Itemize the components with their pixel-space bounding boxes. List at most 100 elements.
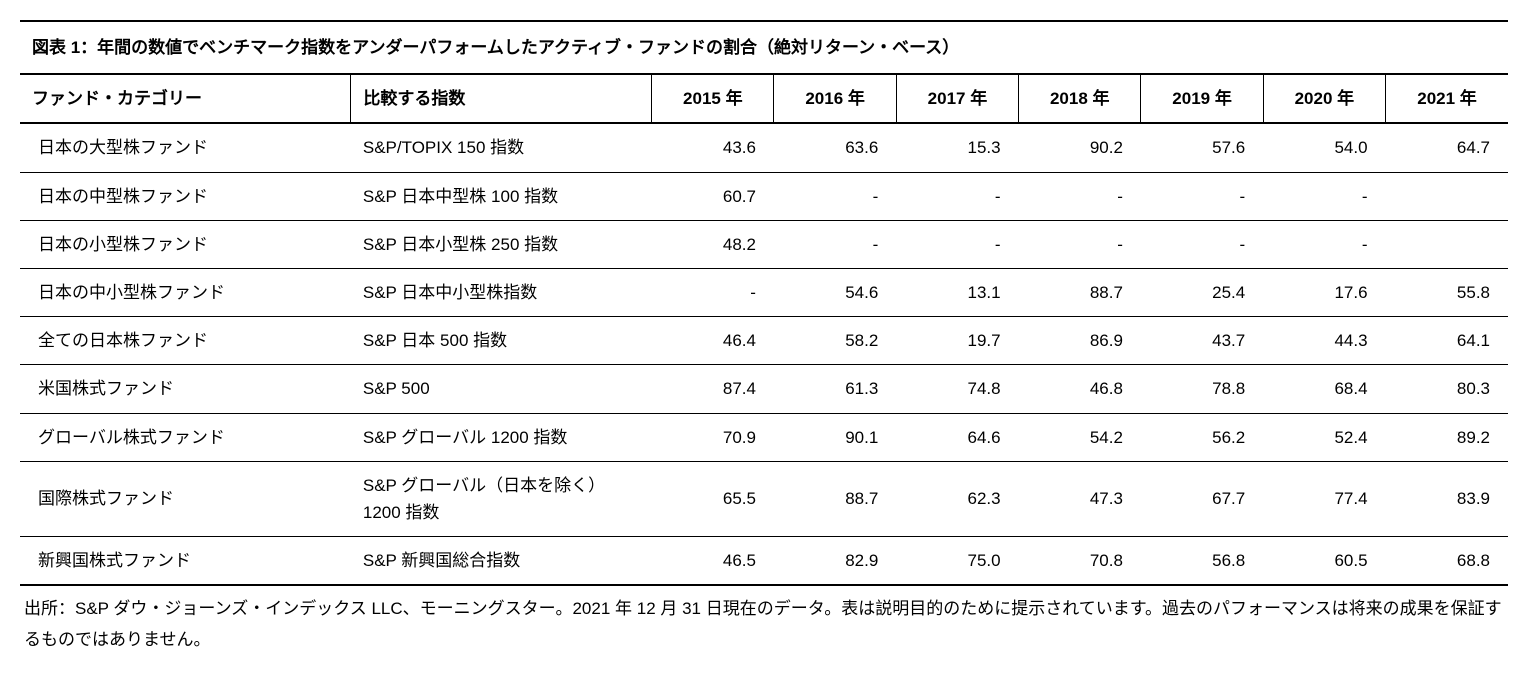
cell-value: 60.5 [1263, 537, 1385, 586]
cell-index: S&P 新興国総合指数 [351, 537, 652, 586]
cell-value: 87.4 [652, 365, 774, 413]
cell-value [1386, 220, 1508, 268]
cell-value: 67.7 [1141, 461, 1263, 536]
cell-value: 46.5 [652, 537, 774, 586]
table-row: 日本の中小型株ファンドS&P 日本中小型株指数-54.613.188.725.4… [20, 268, 1508, 316]
cell-index: S&P/TOPIX 150 指数 [351, 123, 652, 172]
cell-value: 15.3 [896, 123, 1018, 172]
cell-value: - [774, 172, 896, 220]
cell-value: 88.7 [1019, 268, 1141, 316]
cell-category: 新興国株式ファンド [20, 537, 351, 586]
cell-value: 80.3 [1386, 365, 1508, 413]
table-title: 図表 1：年間の数値でベンチマーク指数をアンダーパフォームしたアクティブ・ファン… [20, 21, 1508, 74]
col-header-year: 2015 年 [652, 74, 774, 123]
cell-index: S&P 日本 500 指数 [351, 317, 652, 365]
table-row: 新興国株式ファンドS&P 新興国総合指数46.582.975.070.856.8… [20, 537, 1508, 586]
cell-value: 57.6 [1141, 123, 1263, 172]
cell-category: 日本の小型株ファンド [20, 220, 351, 268]
cell-value: 89.2 [1386, 413, 1508, 461]
cell-value: - [1141, 172, 1263, 220]
cell-value: 60.7 [652, 172, 774, 220]
cell-value [1386, 172, 1508, 220]
cell-category: 全ての日本株ファンド [20, 317, 351, 365]
cell-value: - [1019, 220, 1141, 268]
col-header-year: 2021 年 [1386, 74, 1508, 123]
cell-value: 90.1 [774, 413, 896, 461]
cell-value: 56.8 [1141, 537, 1263, 586]
table-row: 日本の小型株ファンドS&P 日本小型株 250 指数48.2----- [20, 220, 1508, 268]
cell-value: 68.4 [1263, 365, 1385, 413]
cell-value: - [896, 220, 1018, 268]
cell-value: 90.2 [1019, 123, 1141, 172]
cell-value: 54.6 [774, 268, 896, 316]
table-row: 日本の大型株ファンドS&P/TOPIX 150 指数43.663.615.390… [20, 123, 1508, 172]
cell-value: 56.2 [1141, 413, 1263, 461]
cell-value: 17.6 [1263, 268, 1385, 316]
cell-value: 54.0 [1263, 123, 1385, 172]
cell-value: 82.9 [774, 537, 896, 586]
cell-value: 46.4 [652, 317, 774, 365]
cell-index: S&P 日本中小型株指数 [351, 268, 652, 316]
cell-category: 日本の中型株ファンド [20, 172, 351, 220]
cell-value: 83.9 [1386, 461, 1508, 536]
col-header-year: 2019 年 [1141, 74, 1263, 123]
cell-value: 63.6 [774, 123, 896, 172]
cell-value: 64.7 [1386, 123, 1508, 172]
col-header-year: 2018 年 [1019, 74, 1141, 123]
cell-value: 61.3 [774, 365, 896, 413]
col-header-year: 2016 年 [774, 74, 896, 123]
cell-value: 88.7 [774, 461, 896, 536]
underperformance-table: 図表 1：年間の数値でベンチマーク指数をアンダーパフォームしたアクティブ・ファン… [20, 20, 1508, 586]
table-row: 米国株式ファンドS&P 50087.461.374.846.878.868.48… [20, 365, 1508, 413]
cell-index: S&P 日本小型株 250 指数 [351, 220, 652, 268]
cell-value: 70.8 [1019, 537, 1141, 586]
cell-value: 13.1 [896, 268, 1018, 316]
cell-value: 68.8 [1386, 537, 1508, 586]
cell-value: 47.3 [1019, 461, 1141, 536]
cell-value: 44.3 [1263, 317, 1385, 365]
cell-category: 米国株式ファンド [20, 365, 351, 413]
cell-value: 54.2 [1019, 413, 1141, 461]
table-title-row: 図表 1：年間の数値でベンチマーク指数をアンダーパフォームしたアクティブ・ファン… [20, 21, 1508, 74]
cell-value: 46.8 [1019, 365, 1141, 413]
table-row: 日本の中型株ファンドS&P 日本中型株 100 指数60.7----- [20, 172, 1508, 220]
col-header-year: 2020 年 [1263, 74, 1385, 123]
cell-value: 58.2 [774, 317, 896, 365]
col-header-year: 2017 年 [896, 74, 1018, 123]
table-footnote: 出所：S&P ダウ・ジョーンズ・インデックス LLC、モーニングスター。2021… [20, 586, 1516, 655]
col-header-category: ファンド・カテゴリー [20, 74, 351, 123]
cell-index: S&P 日本中型株 100 指数 [351, 172, 652, 220]
cell-value: - [1263, 172, 1385, 220]
cell-value: 55.8 [1386, 268, 1508, 316]
table-container: 図表 1：年間の数値でベンチマーク指数をアンダーパフォームしたアクティブ・ファン… [20, 20, 1508, 586]
cell-value: 77.4 [1263, 461, 1385, 536]
cell-value: 25.4 [1141, 268, 1263, 316]
cell-value: 43.6 [652, 123, 774, 172]
cell-category: 日本の大型株ファンド [20, 123, 351, 172]
cell-category: 国際株式ファンド [20, 461, 351, 536]
cell-value: - [774, 220, 896, 268]
table-row: 国際株式ファンドS&P グローバル（日本を除く）1200 指数65.588.76… [20, 461, 1508, 536]
cell-value: 74.8 [896, 365, 1018, 413]
cell-value: 78.8 [1141, 365, 1263, 413]
cell-value: - [1263, 220, 1385, 268]
cell-value: 62.3 [896, 461, 1018, 536]
cell-value: 75.0 [896, 537, 1018, 586]
cell-index: S&P グローバル（日本を除く）1200 指数 [351, 461, 652, 536]
cell-value: 64.6 [896, 413, 1018, 461]
cell-value: - [1141, 220, 1263, 268]
cell-value: 19.7 [896, 317, 1018, 365]
cell-value: - [1019, 172, 1141, 220]
cell-value: - [896, 172, 1018, 220]
cell-value: 86.9 [1019, 317, 1141, 365]
cell-value: - [652, 268, 774, 316]
cell-value: 70.9 [652, 413, 774, 461]
cell-index: S&P グローバル 1200 指数 [351, 413, 652, 461]
cell-value: 65.5 [652, 461, 774, 536]
table-header-row: ファンド・カテゴリー 比較する指数 2015 年 2016 年 2017 年 2… [20, 74, 1508, 123]
col-header-index: 比較する指数 [351, 74, 652, 123]
table-row: 全ての日本株ファンドS&P 日本 500 指数46.458.219.786.9 4… [20, 317, 1508, 365]
cell-category: 日本の中小型株ファンド [20, 268, 351, 316]
cell-value: 48.2 [652, 220, 774, 268]
cell-value: 52.4 [1263, 413, 1385, 461]
